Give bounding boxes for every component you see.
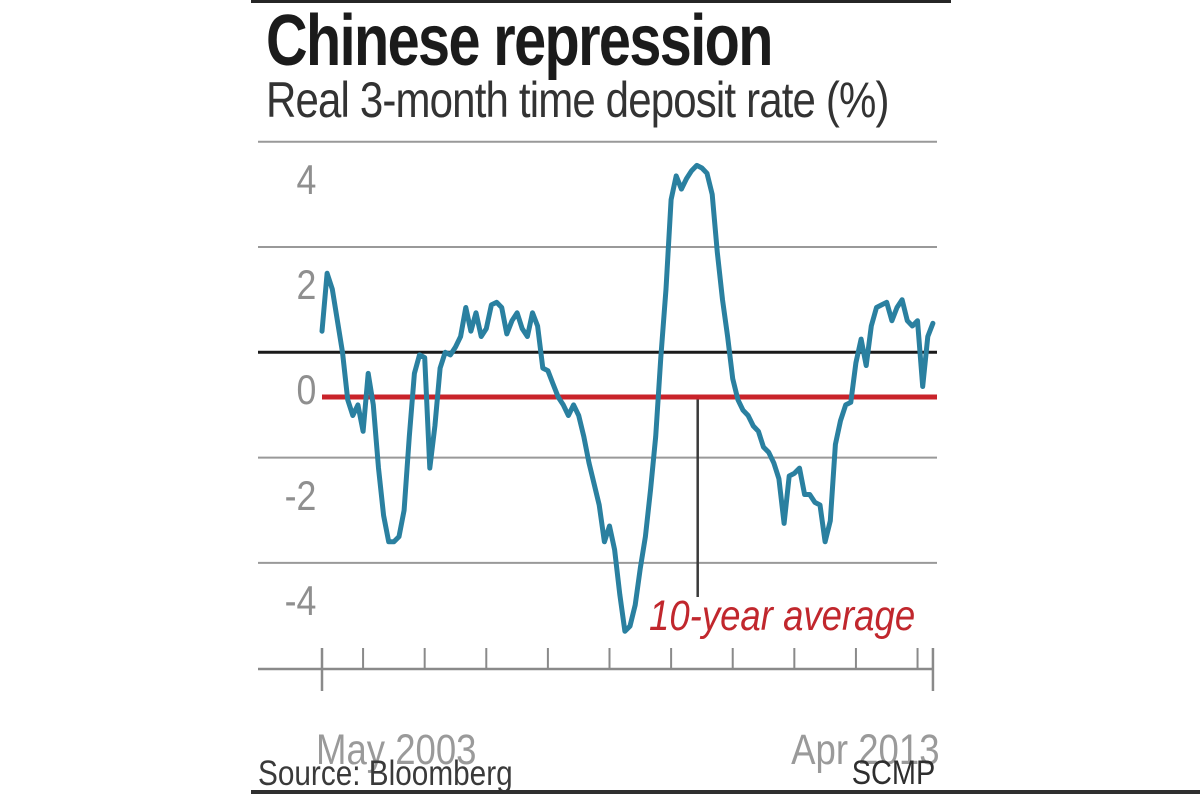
y-axis-label-0: 0 — [296, 366, 316, 414]
average-annotation-label: 10-year average — [649, 592, 916, 640]
y-axis-label--4: -4 — [284, 576, 316, 624]
chart-subtitle-text: Real 3-month time deposit rate (%) — [266, 72, 890, 128]
x-axis-start-label: May 2003 — [316, 726, 477, 774]
x-axis — [258, 648, 935, 691]
top-border-rule — [251, 0, 951, 3]
y-axis-label--2: -2 — [284, 471, 316, 519]
chart-title: Chinese repression — [266, 1, 898, 81]
gridlines — [258, 140, 937, 564]
chart-title-text: Chinese repression — [266, 1, 773, 81]
chart-subtitle: Real 3-month time deposit rate (%) — [266, 74, 1007, 127]
bottom-border-rule — [251, 790, 1200, 794]
y-axis-label-2: 2 — [296, 261, 316, 308]
source-note: Source: Bloomberg — [258, 754, 513, 793]
credit-note: SCMP — [851, 754, 935, 792]
deposit-rate-line — [319, 162, 936, 634]
y-axis-label-4: 4 — [296, 155, 316, 203]
x-axis-end-label: Apr 2013 — [791, 726, 940, 774]
